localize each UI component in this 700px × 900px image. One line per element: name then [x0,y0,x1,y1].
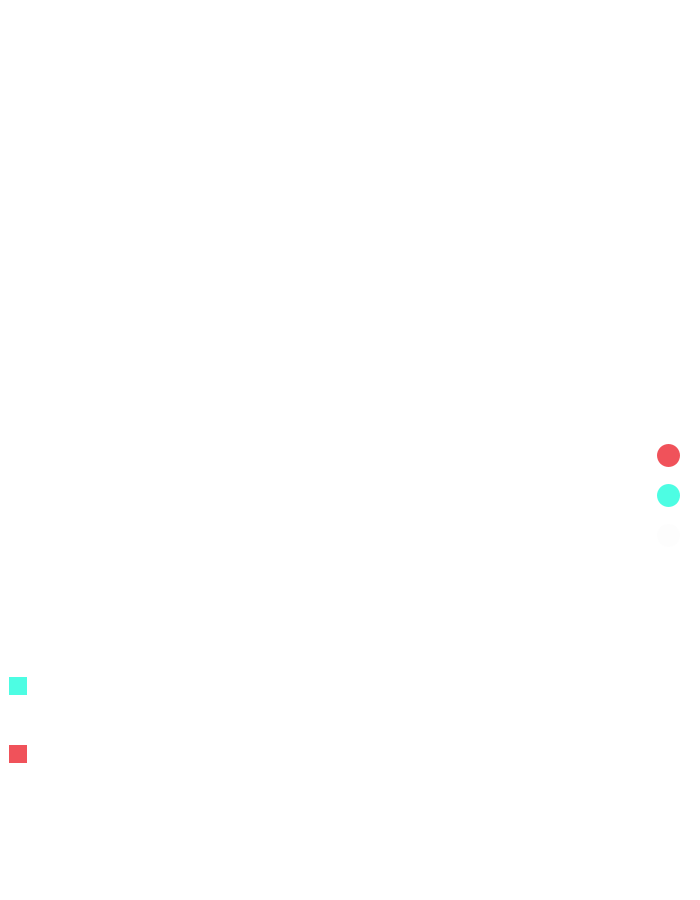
color-square-list [9,677,27,763]
teal-square-button[interactable] [9,677,27,695]
red-square-button[interactable] [9,745,27,763]
teal-dot-button[interactable] [657,484,680,507]
side-dot-navigation [657,444,680,547]
faint-dot-button[interactable] [657,524,680,547]
red-dot-button[interactable] [657,444,680,467]
